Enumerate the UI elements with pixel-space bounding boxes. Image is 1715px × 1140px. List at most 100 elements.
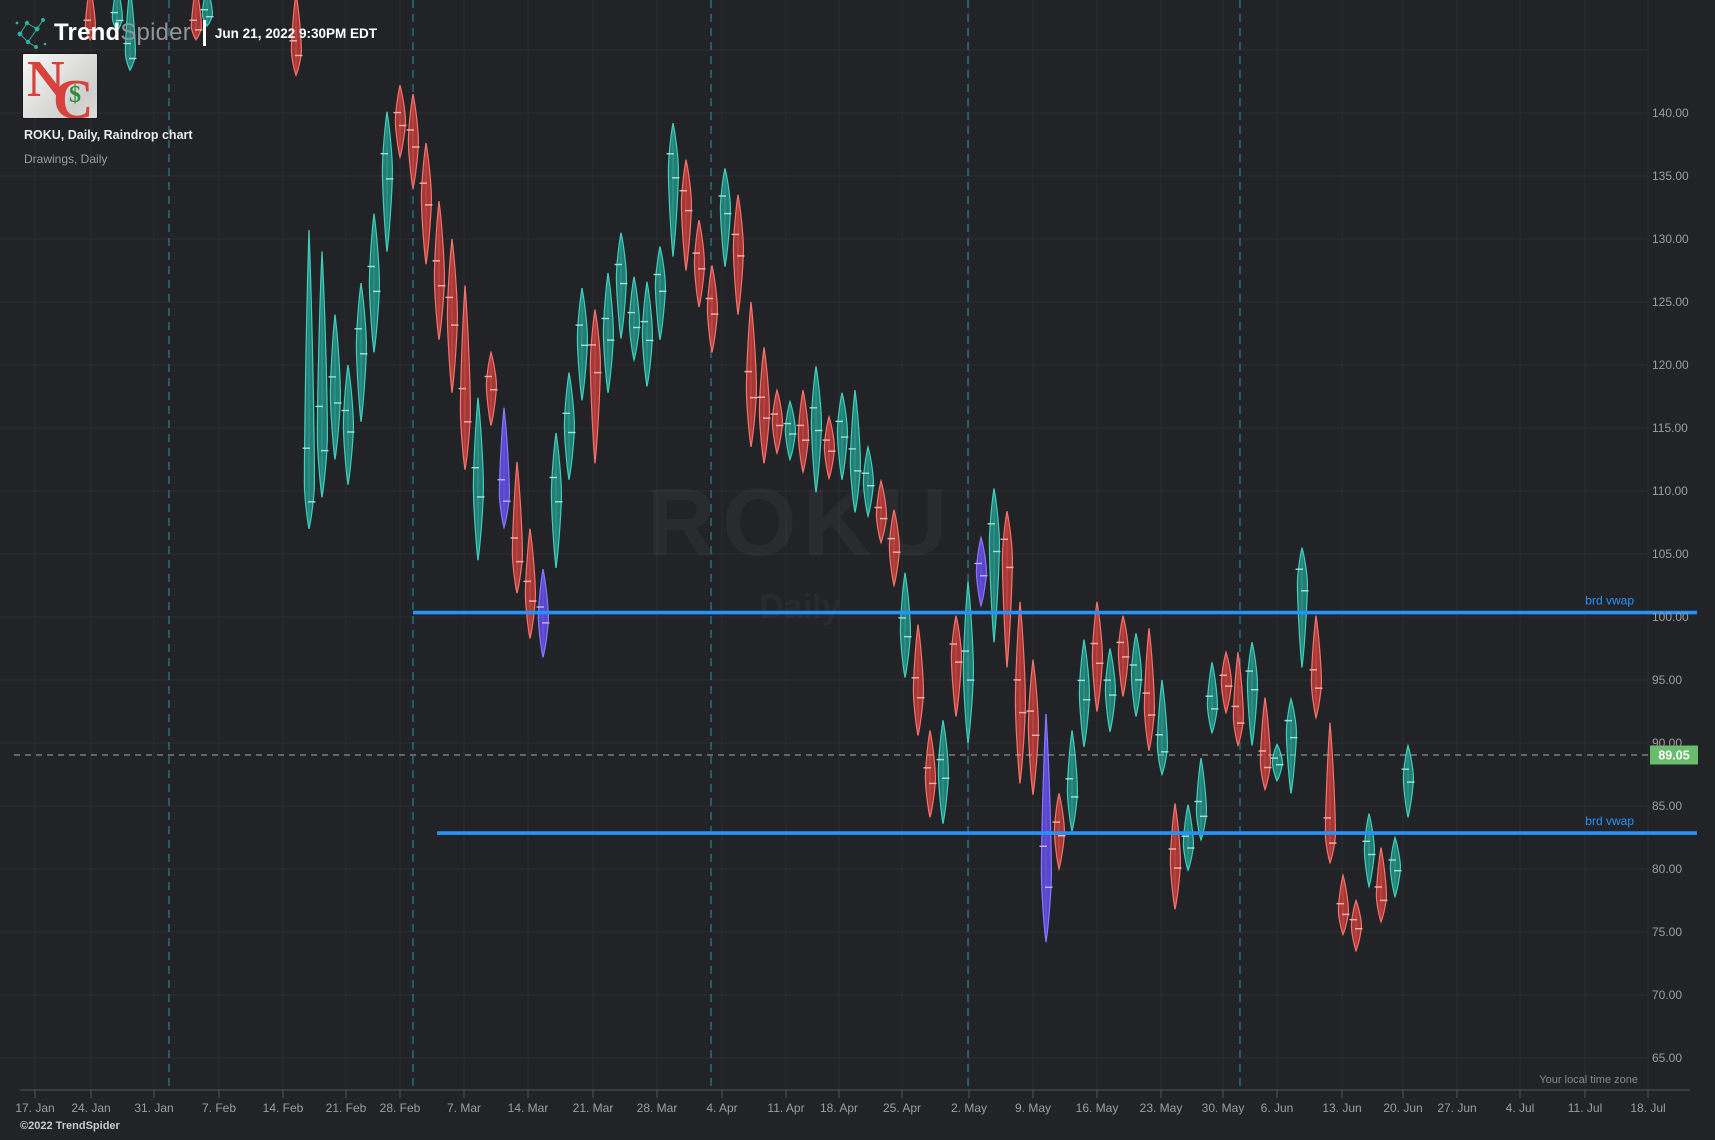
raindrop-candle[interactable] <box>1205 662 1219 735</box>
raindrop-candle[interactable] <box>936 720 950 824</box>
raindrop-candle[interactable] <box>1077 639 1091 747</box>
raindrop-candle[interactable] <box>1168 803 1182 910</box>
vwap-ray[interactable]: brd vwap <box>413 594 1697 615</box>
raindrop-candle[interactable] <box>640 281 654 387</box>
raindrop-candle[interactable] <box>432 201 446 340</box>
raindrop-candle[interactable] <box>200 0 214 28</box>
price-axis-label: 115.00 <box>1652 421 1688 435</box>
raindrop-candle[interactable] <box>1155 679 1169 777</box>
raindrop-candle[interactable] <box>666 122 680 257</box>
raindrop-candle[interactable] <box>1039 713 1053 943</box>
raindrop-candle[interactable] <box>1231 652 1245 748</box>
date-axis-label: 17. Jan <box>15 1101 54 1115</box>
raindrop-candle[interactable] <box>1116 615 1130 697</box>
raindrop-candle[interactable] <box>510 461 524 594</box>
raindrop-candle[interactable] <box>1065 730 1079 832</box>
raindrop-candle[interactable] <box>341 364 355 485</box>
nc-logo-letter-c: C <box>53 69 94 118</box>
brand-header[interactable]: TrendSpider Jun 21, 2022 9:30PM EDT <box>14 14 377 52</box>
raindrop-candle[interactable] <box>328 314 342 460</box>
raindrop-candle[interactable] <box>653 246 667 340</box>
raindrop-candle[interactable] <box>549 432 563 568</box>
raindrop-candle[interactable] <box>783 399 797 462</box>
raindrop-candle[interactable] <box>1401 743 1415 818</box>
raindrop-candle[interactable] <box>110 0 124 33</box>
raindrop-candle[interactable] <box>189 0 203 41</box>
raindrop-candle[interactable] <box>627 276 641 363</box>
raindrop-candle[interactable] <box>1270 742 1284 783</box>
raindrop-candle[interactable] <box>1026 659 1040 795</box>
raindrop-candle[interactable] <box>679 159 693 271</box>
raindrop-candle[interactable] <box>1194 757 1208 842</box>
raindrop-candle[interactable] <box>887 509 901 588</box>
timezone-note[interactable]: Your local time zone <box>1539 1074 1638 1086</box>
raindrop-candle[interactable] <box>874 478 888 545</box>
raindrop-candle[interactable] <box>419 143 433 265</box>
raindrop-candle[interactable] <box>848 390 862 513</box>
raindrop-candle[interactable] <box>289 0 303 77</box>
raindrop-candle[interactable] <box>1258 697 1272 792</box>
raindrop-candle[interactable] <box>974 535 988 608</box>
raindrop-candle[interactable] <box>923 730 937 818</box>
raindrop-candle[interactable] <box>1295 547 1309 668</box>
raindrop-candle[interactable] <box>1052 793 1066 872</box>
raindrop-candle[interactable] <box>1142 628 1156 751</box>
raindrop-candle[interactable] <box>1245 642 1259 746</box>
raindrop-candle[interactable] <box>445 238 459 393</box>
vwap-ray[interactable]: brd vwap <box>437 814 1697 835</box>
raindrop-candle[interactable] <box>796 390 810 475</box>
raindrop-candle[interactable] <box>987 488 1001 643</box>
raindrop-candle[interactable] <box>692 219 706 308</box>
raindrop-candle[interactable] <box>83 0 97 41</box>
raindrop-candle[interactable] <box>471 397 485 561</box>
raindrop-candle[interactable] <box>588 309 602 464</box>
raindrop-candle[interactable] <box>809 366 823 493</box>
raindrop-candle[interactable] <box>380 111 394 252</box>
raindrop-candle[interactable] <box>1349 898 1363 953</box>
raindrop-candle[interactable] <box>1388 835 1402 899</box>
raindrop-candle[interactable] <box>393 85 407 160</box>
raindrop-candle[interactable] <box>822 414 836 481</box>
date-axis-label: 31. Jan <box>134 1101 173 1115</box>
raindrop-candle[interactable] <box>367 213 381 353</box>
raindrop-candle[interactable] <box>601 272 615 393</box>
raindrop-candle[interactable] <box>705 265 719 353</box>
raindrop-candle[interactable] <box>1309 615 1323 721</box>
raindrop-candle[interactable] <box>861 444 875 519</box>
raindrop-candle[interactable] <box>1219 650 1233 715</box>
raindrop-candle[interactable] <box>731 194 745 315</box>
raindrop-candle[interactable] <box>1013 601 1027 784</box>
date-axis-label: 9. May <box>1015 1101 1051 1115</box>
raindrop-candle[interactable] <box>1323 722 1337 865</box>
raindrop-candle[interactable] <box>497 407 511 530</box>
raindrop-candle[interactable] <box>898 572 912 678</box>
raindrop-candle[interactable] <box>961 581 975 744</box>
raindrop-candle[interactable] <box>911 624 925 736</box>
raindrop-candle[interactable] <box>354 283 368 422</box>
date-axis-label: 4. Apr <box>706 1101 737 1115</box>
raindrop-candle[interactable] <box>1103 648 1117 732</box>
raindrop-candle[interactable] <box>458 285 472 470</box>
raindrop-candle[interactable] <box>562 372 576 480</box>
raindrop-candle[interactable] <box>770 388 784 456</box>
raindrop-candle[interactable] <box>484 350 498 426</box>
raindrop-candle[interactable] <box>744 301 758 448</box>
raindrop-candle[interactable] <box>1000 511 1014 668</box>
raindrop-candle[interactable] <box>315 251 329 498</box>
raindrop-candle[interactable] <box>949 615 963 717</box>
raindrop-candle[interactable] <box>1129 633 1143 717</box>
raindrop-candle[interactable] <box>406 93 420 189</box>
raindrop-candle[interactable] <box>835 392 849 480</box>
raindrop-candle[interactable] <box>1090 601 1104 712</box>
raindrop-candle[interactable] <box>1374 847 1388 924</box>
raindrop-candle[interactable] <box>575 287 589 401</box>
raindrop-candle[interactable] <box>302 230 316 529</box>
raindrop-candle[interactable] <box>757 347 771 464</box>
raindrop-candle[interactable] <box>614 232 628 339</box>
raindrop-candle[interactable] <box>123 0 137 72</box>
raindrop-candle[interactable] <box>1336 872 1350 937</box>
raindrop-candle[interactable] <box>718 168 732 267</box>
raindrop-candle[interactable] <box>1284 696 1298 794</box>
chart-subtitle[interactable]: Drawings, Daily <box>24 152 108 166</box>
